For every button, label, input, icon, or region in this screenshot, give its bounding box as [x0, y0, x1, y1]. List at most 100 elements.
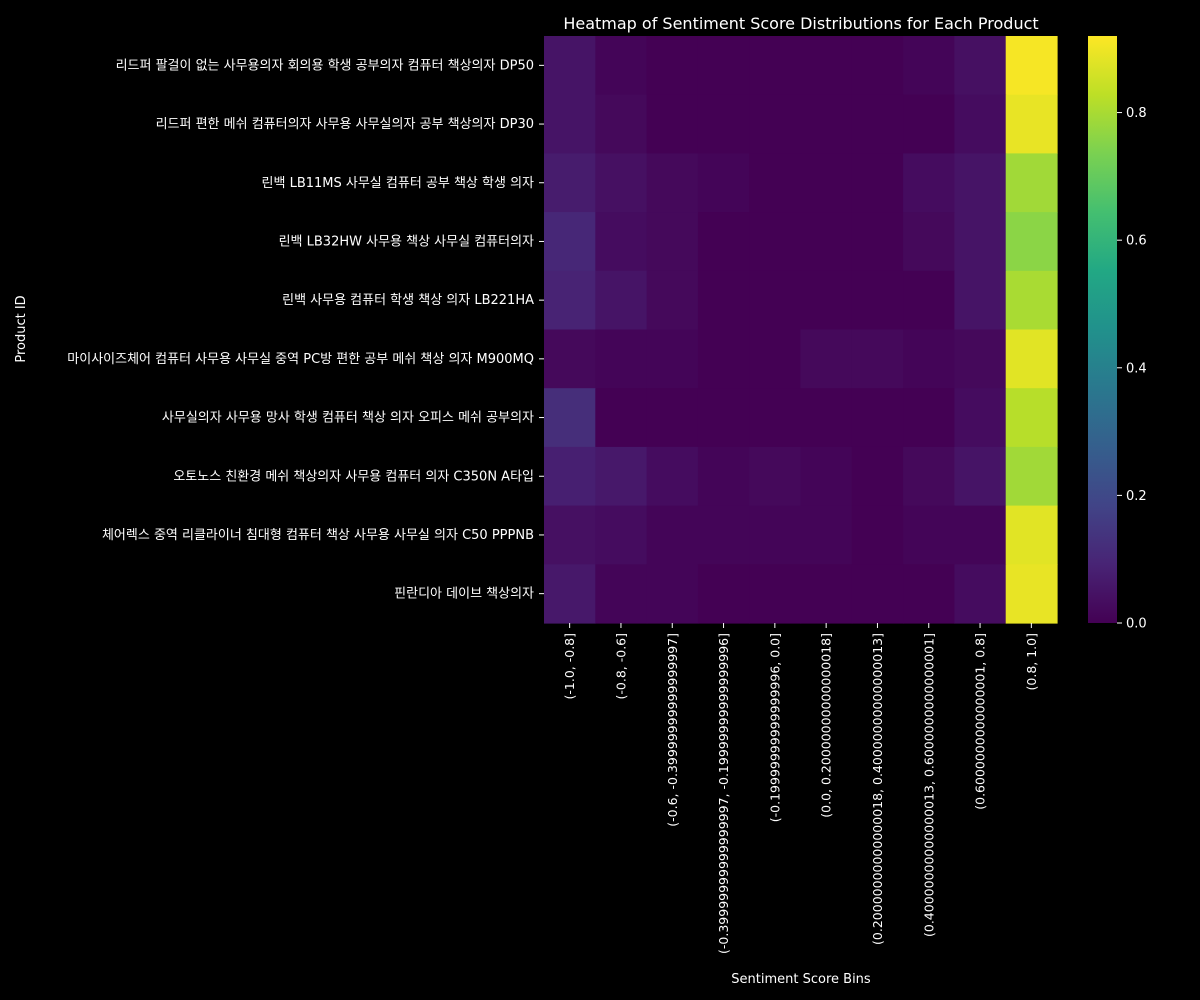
heatmap-cell	[954, 329, 1007, 389]
y-tick-label: 린백 LB32HW 사무용 책상 사무실 컴퓨터의자	[279, 234, 534, 249]
heatmap-cell	[954, 270, 1007, 331]
heatmap-cell	[595, 446, 648, 507]
heatmap-cell	[1005, 446, 1058, 507]
heatmap-cell	[595, 329, 648, 389]
heatmap-cell	[1005, 329, 1058, 389]
heatmap-cell	[1005, 212, 1058, 272]
heatmap-cell	[646, 329, 699, 389]
colorbar-tick-label: 0.0	[1126, 617, 1147, 632]
heatmap-cell	[1005, 388, 1058, 448]
heatmap-cell	[544, 153, 596, 213]
heatmap-cell	[1005, 270, 1058, 331]
heatmap-cell	[851, 270, 904, 331]
heatmap-cell	[544, 212, 596, 272]
heatmap-cells	[544, 36, 1058, 624]
heatmap-cell	[954, 153, 1007, 213]
x-tick-label: (0.6000000000000001, 0.8]	[973, 633, 988, 810]
heatmap-cell	[595, 94, 648, 154]
colorbar-tick-label: 0.8	[1126, 106, 1147, 121]
heatmap-cell	[697, 388, 750, 448]
heatmap-cell	[800, 36, 853, 96]
heatmap-cell	[697, 36, 750, 96]
heatmap-cell	[697, 94, 750, 154]
y-tick-label: 린백 사무용 컴퓨터 학생 책상 의자 LB221HA	[282, 293, 534, 308]
heatmap-cell	[646, 446, 699, 507]
heatmap-cell	[749, 388, 802, 448]
heatmap-cell	[851, 212, 904, 272]
y-tick-label: 리드퍼 편한 메쉬 컴퓨터의자 사무용 사무실의자 공부 책상의자 DP30	[156, 117, 534, 132]
x-tick-label: (-0.39999999999999997, -0.19999999999999…	[716, 633, 731, 954]
heatmap-cell	[1005, 153, 1058, 213]
heatmap-cell	[697, 212, 750, 272]
heatmap-cell	[903, 36, 955, 96]
heatmap-cell	[544, 388, 596, 448]
heatmap-cell	[954, 505, 1007, 565]
heatmap-cell	[595, 270, 648, 331]
heatmap-cell	[903, 212, 955, 272]
heatmap-cell	[903, 446, 955, 507]
heatmap-cell	[903, 505, 955, 565]
heatmap-cell	[851, 505, 904, 565]
heatmap-cell	[646, 36, 699, 96]
y-axis-label: Product ID	[14, 295, 29, 362]
heatmap-cell	[851, 36, 904, 96]
heatmap-cell	[544, 94, 596, 154]
x-tick-label: (0.8, 1.0]	[1024, 633, 1039, 690]
heatmap-cell	[1005, 36, 1058, 96]
y-tick-labels: 리드퍼 팔걸이 없는 사무용의자 회의용 학생 공부의자 컴퓨터 책상의자 DP…	[67, 58, 544, 602]
heatmap-cell	[800, 505, 853, 565]
heatmap-cell	[544, 36, 596, 96]
heatmap-cell	[646, 212, 699, 272]
y-tick-label: 린백 LB11MS 사무실 컴퓨터 공부 책상 학생 의자	[262, 176, 534, 191]
heatmap-cell	[1005, 94, 1058, 154]
heatmap-cell	[646, 505, 699, 565]
heatmap-cell	[595, 388, 648, 448]
x-tick-label: (-1.0, -0.8]	[562, 633, 577, 699]
heatmap-cell	[749, 94, 802, 154]
x-tick-label: (0.40000000000000013, 0.6000000000000001…	[921, 633, 936, 937]
heatmap-cell	[1005, 505, 1058, 565]
y-tick-label: 마이사이즈체어 컴퓨터 사무용 사무실 중역 PC방 편한 공부 메쉬 책상 의…	[67, 352, 534, 367]
x-axis-label: Sentiment Score Bins	[731, 972, 871, 987]
x-tick-label: (0.20000000000000018, 0.4000000000000001…	[870, 633, 885, 945]
heatmap-cell	[954, 94, 1007, 154]
colorbar	[1088, 36, 1117, 623]
heatmap-cell	[749, 446, 802, 507]
heatmap-cell	[749, 36, 802, 96]
colorbar-tick-label: 0.4	[1126, 361, 1147, 376]
heatmap-cell	[749, 505, 802, 565]
heatmap-cell	[749, 153, 802, 213]
heatmap-cell	[544, 564, 596, 624]
y-tick-label: 리드퍼 팔걸이 없는 사무용의자 회의용 학생 공부의자 컴퓨터 책상의자 DP…	[116, 58, 534, 73]
heatmap-cell	[595, 153, 648, 213]
heatmap-cell	[800, 329, 853, 389]
colorbar-tick-label: 0.6	[1126, 234, 1147, 249]
heatmap-cell	[851, 388, 904, 448]
heatmap-cell	[697, 153, 750, 213]
heatmap-cell	[595, 212, 648, 272]
heatmap-cell	[954, 388, 1007, 448]
heatmap-cell	[697, 564, 750, 624]
heatmap-cell	[954, 564, 1007, 624]
heatmap-cell	[749, 564, 802, 624]
heatmap-cell	[544, 505, 596, 565]
heatmap-cell	[646, 153, 699, 213]
x-tick-labels: (-1.0, -0.8] (-0.8, -0.6] (-0.6, -0.399999…	[562, 623, 1039, 954]
heatmap-cell	[800, 270, 853, 331]
x-tick-label: (-0.6, -0.39999999999999997]	[665, 633, 680, 827]
x-tick-label: (-0.8, -0.6]	[613, 633, 628, 699]
heatmap-cell	[800, 446, 853, 507]
heatmap-cell	[954, 212, 1007, 272]
heatmap-cell	[749, 329, 802, 389]
heatmap-cell	[544, 329, 596, 389]
heatmap-cell	[646, 94, 699, 154]
heatmap-cell	[697, 270, 750, 331]
colorbar-tick-label: 0.2	[1126, 489, 1147, 504]
heatmap-cell	[646, 270, 699, 331]
y-tick-label: 사무실의자 사무용 망사 학생 컴퓨터 책상 의자 오피스 메쉬 공부의자	[162, 411, 534, 426]
heatmap-cell	[851, 153, 904, 213]
heatmap-cell	[851, 94, 904, 154]
heatmap-cell	[954, 446, 1007, 507]
heatmap-cell	[646, 388, 699, 448]
heatmap-cell	[851, 564, 904, 624]
